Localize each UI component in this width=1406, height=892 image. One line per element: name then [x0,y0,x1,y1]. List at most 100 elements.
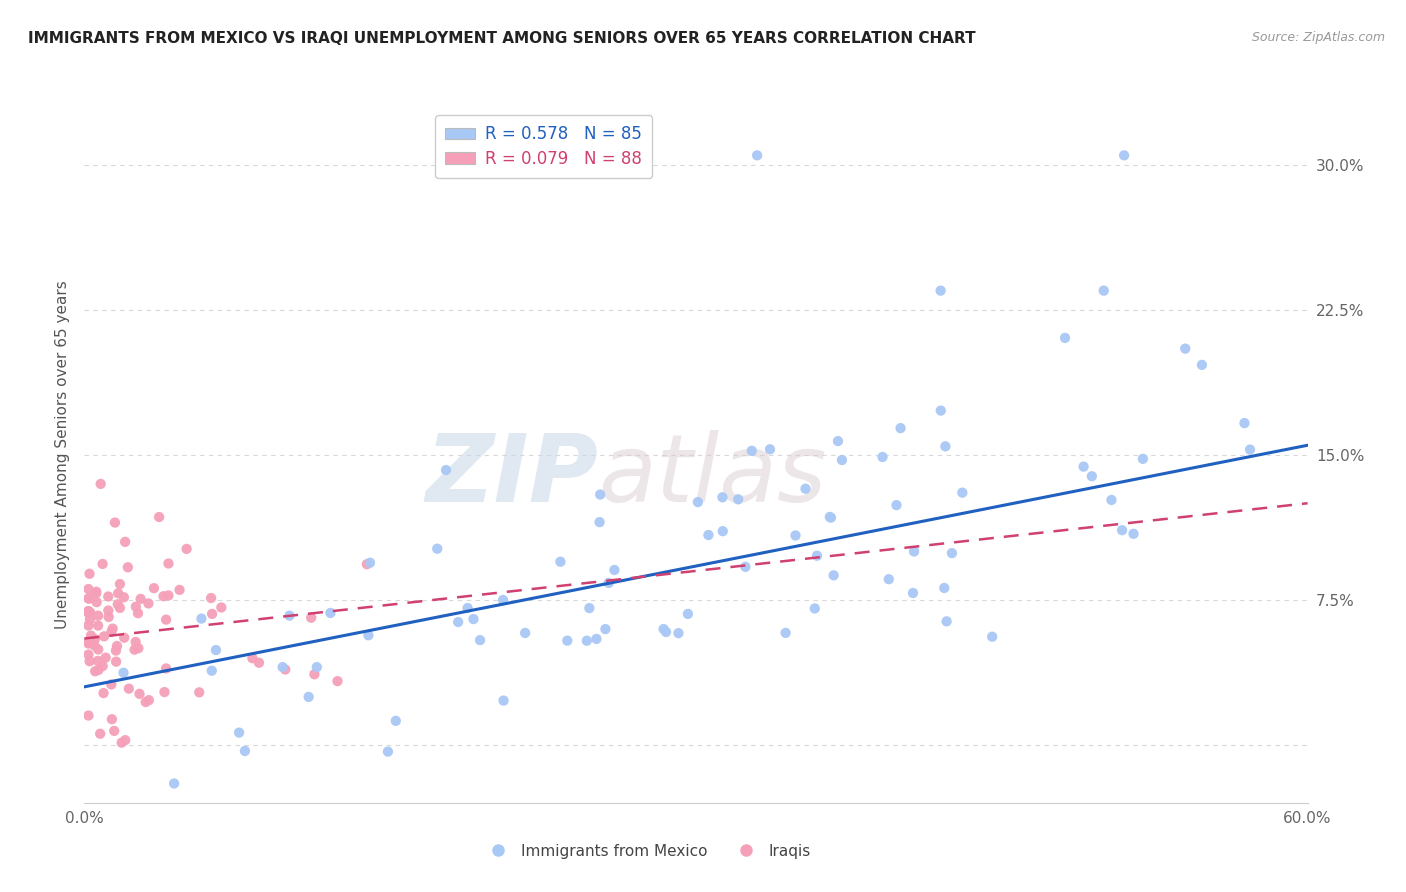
Point [357,628,380,642]
Point [153,685,176,699]
Point [1233,416,1256,430]
Point [818,510,841,524]
Point [697,528,720,542]
Point [298,690,321,704]
Point [87,654,110,668]
Point [112,631,135,645]
Point [747,148,769,162]
Point [233,744,256,758]
Point [79,654,101,668]
Point [114,733,136,747]
Point [903,544,925,558]
Point [87,642,110,657]
Point [93,686,115,700]
Point [91,557,114,571]
Point [163,776,186,790]
Point [585,632,607,646]
Point [108,577,131,591]
Point [127,641,149,656]
Point [385,714,408,728]
Point [1101,492,1123,507]
Text: atlas: atlas [598,430,827,521]
Point [598,575,620,590]
Point [775,626,797,640]
Point [575,633,598,648]
Point [1132,451,1154,466]
Point [155,661,177,675]
Point [676,607,699,621]
Point [515,626,537,640]
Point [1191,358,1213,372]
Point [434,463,457,477]
Point [190,611,212,625]
Point [1081,469,1104,483]
Point [77,604,100,618]
Point [201,664,224,678]
Point [112,591,135,605]
Text: ZIP: ZIP [425,430,598,522]
Point [377,745,399,759]
Point [105,639,128,653]
Point [578,601,600,615]
Point [200,591,222,605]
Point [304,667,326,681]
Point [890,421,912,435]
Point [77,606,100,620]
Point [117,560,139,574]
Point [877,572,900,586]
Point [1122,526,1144,541]
Point [711,524,734,538]
Point [143,581,166,595]
Point [83,639,105,653]
Point [124,642,146,657]
Point [201,607,224,621]
Point [104,643,127,657]
Point [86,595,108,609]
Point [94,650,117,665]
Point [299,611,322,625]
Point [228,725,250,739]
Point [103,723,125,738]
Point [100,677,122,691]
Point [87,618,110,632]
Point [1174,342,1197,356]
Point [124,635,146,649]
Point [84,586,107,600]
Point [97,590,120,604]
Point [77,591,100,606]
Point [118,681,141,696]
Text: IMMIGRANTS FROM MEXICO VS IRAQI UNEMPLOYMENT AMONG SENIORS OVER 65 YEARS CORRELA: IMMIGRANTS FROM MEXICO VS IRAQI UNEMPLOY… [28,31,976,46]
Point [87,663,110,677]
Point [242,651,264,665]
Point [1114,148,1136,162]
Point [79,566,101,581]
Point [80,629,103,643]
Point [107,586,129,600]
Point [941,546,963,560]
Point [463,612,485,626]
Point [84,584,107,599]
Point [734,559,756,574]
Point [1073,459,1095,474]
Point [794,482,817,496]
Point [595,622,617,636]
Point [97,610,120,624]
Point [247,656,270,670]
Point [831,453,853,467]
Point [588,515,610,529]
Point [804,601,827,615]
Point [271,660,294,674]
Point [101,622,124,636]
Point [785,528,807,542]
Point [107,597,129,611]
Point [652,622,675,636]
Point [305,660,328,674]
Point [741,443,763,458]
Point [319,606,342,620]
Point [934,439,956,453]
Text: Source: ZipAtlas.com: Source: ZipAtlas.com [1251,31,1385,45]
Point [77,708,100,723]
Point [77,648,100,662]
Point [169,582,191,597]
Point [901,586,924,600]
